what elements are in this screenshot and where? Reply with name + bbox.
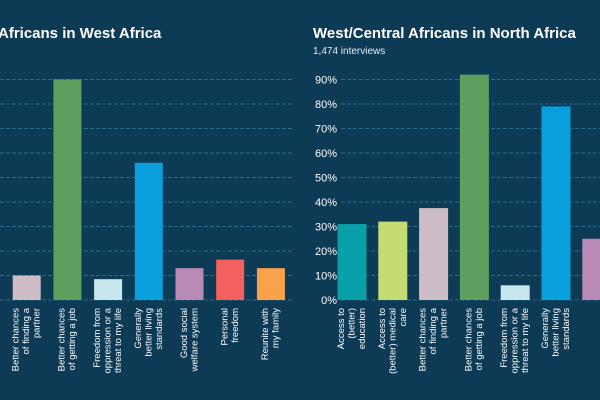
bar-west-africa-1	[12, 275, 41, 300]
category-label: of finding a	[428, 307, 439, 354]
category-label: of finding a	[21, 307, 32, 354]
category-label: oppression or a	[103, 307, 114, 373]
category-label: better living	[551, 308, 562, 357]
bar-north-africa-2	[419, 208, 449, 300]
chart-title-north-africa: West/Central Africans in North Africa	[313, 25, 576, 42]
bar-north-africa-4	[500, 285, 530, 300]
category-label: standards	[154, 308, 165, 350]
chart-subtitle-north-africa: 1,474 interviews	[313, 46, 386, 57]
y-tick-label: 90%	[315, 75, 337, 87]
bar-west-africa-6	[216, 259, 245, 300]
bar-west-africa-3	[94, 279, 123, 300]
y-tick-label: 80%	[315, 99, 337, 111]
category-label: Better chances	[418, 308, 429, 372]
category-label: Access to	[336, 308, 347, 349]
category-label: of getting a job	[474, 308, 485, 370]
y-tick-label: 20%	[315, 246, 337, 258]
bar-west-africa-7	[256, 268, 285, 300]
category-label: oppression or a	[510, 307, 521, 373]
bar-north-africa-1	[378, 221, 408, 300]
category-label: standards	[561, 308, 572, 350]
category-label: my family	[271, 308, 282, 348]
category-label: better living	[143, 308, 154, 357]
category-label: Freedom from	[499, 308, 510, 368]
category-label: Personal	[219, 308, 230, 346]
y-tick-label: 30%	[315, 222, 337, 234]
category-label: threat to my life	[520, 308, 531, 373]
category-label: Generally	[540, 308, 551, 349]
category-label: freedom	[230, 308, 241, 343]
category-label: Access to	[377, 308, 388, 349]
bar-west-africa-2	[53, 79, 82, 300]
chart-title-west-africa: Africans in West Africa	[0, 25, 162, 42]
category-label: Reunite with	[260, 308, 271, 360]
bar-west-africa-4	[134, 162, 163, 300]
category-label: of getting a job	[67, 308, 78, 370]
bar-west-africa-5	[175, 268, 204, 300]
bar-north-africa-5	[541, 106, 571, 300]
bar-north-africa-0	[337, 224, 367, 300]
category-label: Better chances	[57, 308, 68, 372]
category-label: care	[398, 308, 409, 326]
y-tick-label: 60%	[315, 148, 337, 160]
category-label: (better) medical	[387, 308, 398, 374]
y-tick-label: 50%	[315, 173, 337, 185]
bar-north-africa-6	[582, 238, 600, 300]
category-label: partner	[32, 308, 43, 338]
bar-north-africa-3	[459, 74, 489, 300]
category-label: Freedom from	[92, 308, 103, 368]
category-label: Better chances	[11, 308, 22, 372]
category-label: education	[357, 308, 368, 349]
category-label: partner	[439, 308, 450, 338]
category-label: welfare system	[189, 308, 200, 372]
y-tick-label: 0%	[321, 295, 337, 307]
category-label: Generally	[133, 308, 144, 349]
category-label: (better)	[347, 308, 358, 339]
category-label: Good social	[179, 308, 190, 358]
category-label: threat to my life	[113, 308, 124, 373]
y-tick-label: 70%	[315, 124, 337, 136]
category-label: Better chances	[464, 308, 475, 372]
y-tick-label: 10%	[315, 271, 337, 283]
y-tick-label: 40%	[315, 197, 337, 209]
